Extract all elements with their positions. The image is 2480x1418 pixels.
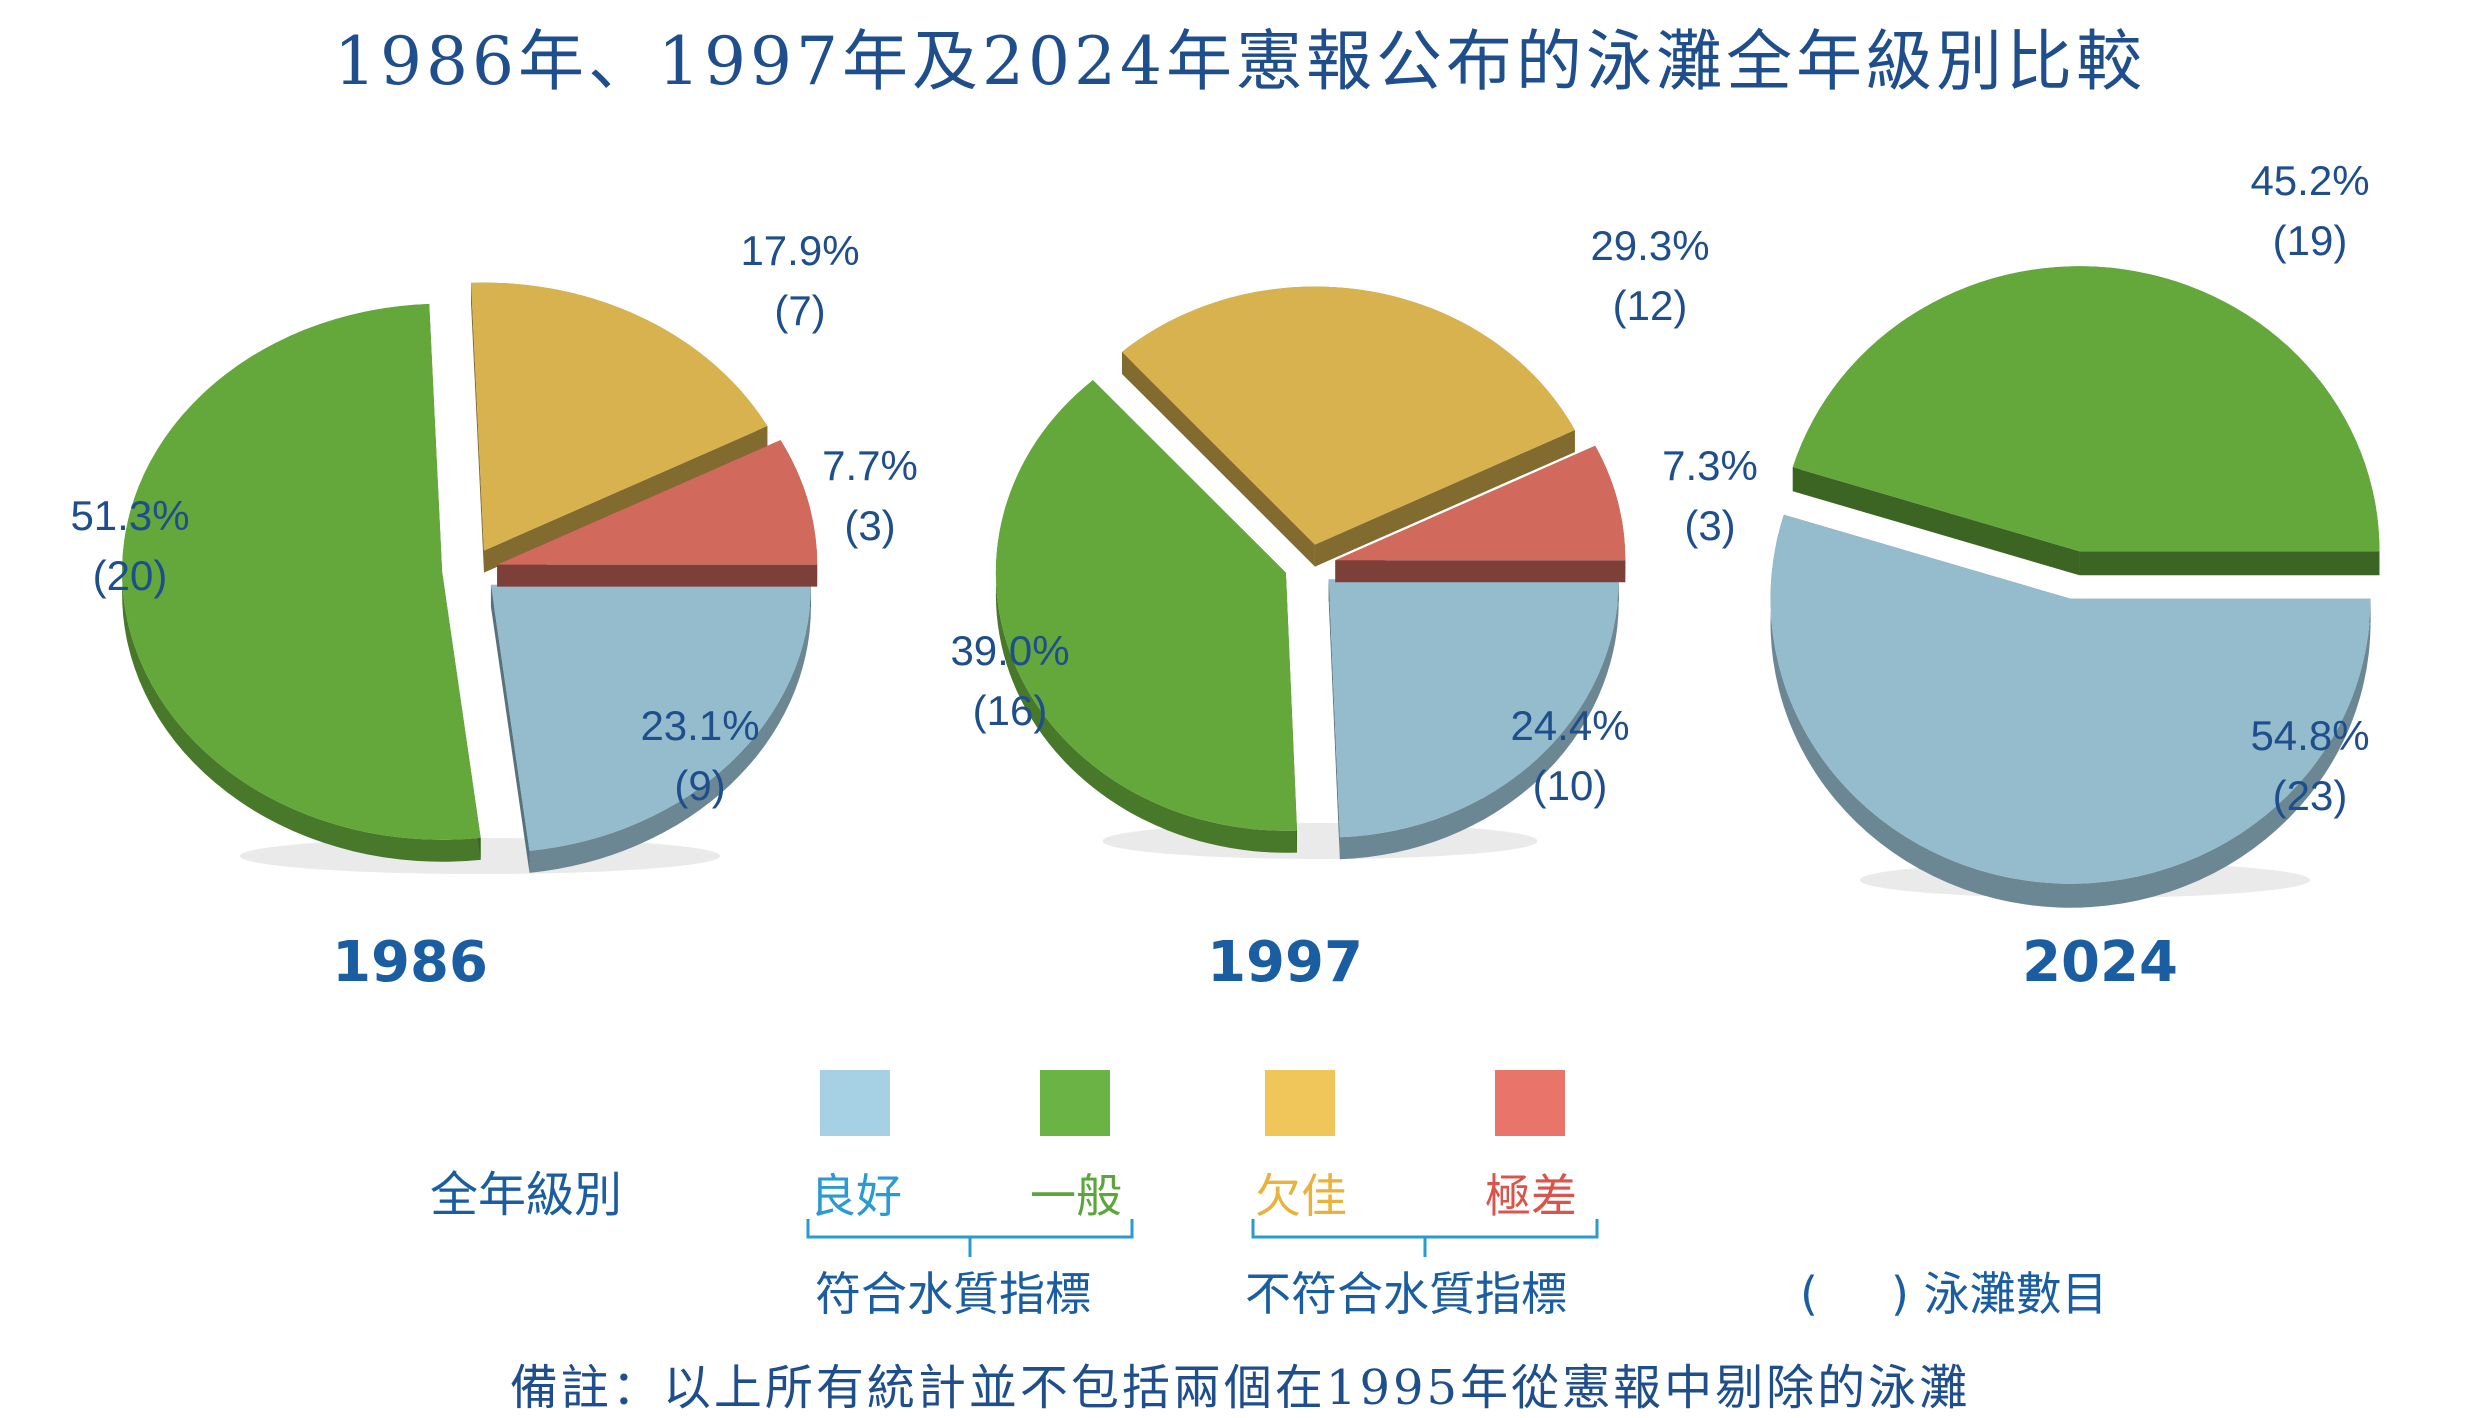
data-label-percent-good-1997: 24.4% (1510, 702, 1629, 749)
pie-slice-wall-b-poor-1997 (1314, 430, 1575, 567)
brace-noncompliant (1251, 1219, 1599, 1257)
legend-label-good: 良好 (810, 1169, 902, 1223)
data-label-count-poor-1997: (12) (1613, 282, 1688, 329)
data-label-count-fair-1997: (16) (973, 687, 1048, 734)
pie-slice-wall-b-poor-1986 (484, 426, 768, 573)
legend-swatch-poor (1265, 1070, 1335, 1136)
pie-slice-side-good-1986 (529, 584, 811, 873)
data-label-count-fair-1986: (20) (93, 552, 168, 599)
pie-slice-fair-2024 (1792, 266, 2380, 552)
legend-label-poor: 欠佳 (1255, 1169, 1347, 1223)
chart-title: 1986年、1997年及2024年憲報公布的泳灘全年級別比較 (334, 23, 2146, 100)
group-label-noncompliant: 不符合水質指標 (1245, 1267, 1567, 1321)
count-note: ( ) 泳灘數目 (1800, 1267, 2108, 1321)
pie-slice-wall-b-good-1997 (1328, 579, 1340, 860)
year-label-2024: 2024 (2022, 930, 2178, 995)
data-label-percent-good-1986: 23.1% (640, 702, 759, 749)
pie-slice-wall-b-very-poor-1986 (497, 564, 818, 587)
legend-title: 全年級別 (430, 1167, 623, 1223)
pie-slice-good-2024 (1770, 514, 2371, 884)
year-label-1986: 1986 (332, 930, 488, 995)
data-label-percent-good-2024: 54.8% (2250, 712, 2369, 759)
pie-slice-poor-1997 (1122, 286, 1575, 545)
pie-slice-side-good-1997 (1339, 579, 1619, 860)
pie-slice-fair-1997 (995, 380, 1297, 831)
pie-slice-wall-b-fair-2024 (2079, 551, 2380, 576)
data-label-percent-fair-2024: 45.2% (2250, 157, 2369, 204)
group-label-compliant: 符合水質指標 (815, 1267, 1091, 1321)
year-label-1997: 1997 (1207, 930, 1363, 995)
footnote: 備註：以上所有統計並不包括兩個在1995年從憲報中剔除的泳灘 (509, 1360, 1971, 1416)
legend-swatch-fair (1040, 1070, 1110, 1136)
pie-slice-fair-1986 (122, 304, 481, 840)
data-label-count-poor-1986: (7) (774, 287, 825, 334)
legend-swatch-very-poor (1495, 1070, 1565, 1136)
data-label-count-very-poor-1997: (3) (1684, 502, 1735, 549)
pie-slice-very-poor-1986 (497, 440, 818, 565)
brace-compliant (806, 1219, 1134, 1257)
pie-slice-wall-b-good-1986 (490, 584, 530, 873)
data-label-count-good-1997: (10) (1533, 762, 1608, 809)
legend-label-very-poor: 極差 (1485, 1169, 1577, 1223)
data-label-count-fair-2024: (19) (2273, 217, 2348, 264)
legend-label-fair: 一般 (1030, 1169, 1122, 1223)
legend-swatch-good (820, 1070, 890, 1136)
data-label-percent-very-poor-1986: 7.7% (822, 442, 918, 489)
data-label-percent-poor-1986: 17.9% (740, 227, 859, 274)
pie-slice-wall-a-poor-1986 (471, 282, 484, 573)
data-label-count-good-1986: (9) (674, 762, 725, 809)
pie-slice-poor-1986 (471, 282, 768, 551)
data-label-percent-poor-1997: 29.3% (1590, 222, 1709, 269)
pie-slice-good-1997 (1328, 579, 1619, 838)
data-label-count-good-2024: (23) (2273, 772, 2348, 819)
pie-slice-wall-a-fair-2024 (1792, 467, 2080, 576)
data-label-percent-fair-1997: 39.0% (950, 627, 1069, 674)
pie-slice-good-1986 (490, 584, 811, 851)
pie-slice-very-poor-1997 (1335, 445, 1626, 561)
data-label-percent-fair-1986: 51.3% (70, 492, 189, 539)
data-label-count-very-poor-1986: (3) (844, 502, 895, 549)
data-label-percent-very-poor-1997: 7.3% (1662, 442, 1758, 489)
pie-slice-wall-b-very-poor-1997 (1335, 560, 1626, 583)
pie-slice-wall-a-poor-1997 (1122, 351, 1315, 567)
